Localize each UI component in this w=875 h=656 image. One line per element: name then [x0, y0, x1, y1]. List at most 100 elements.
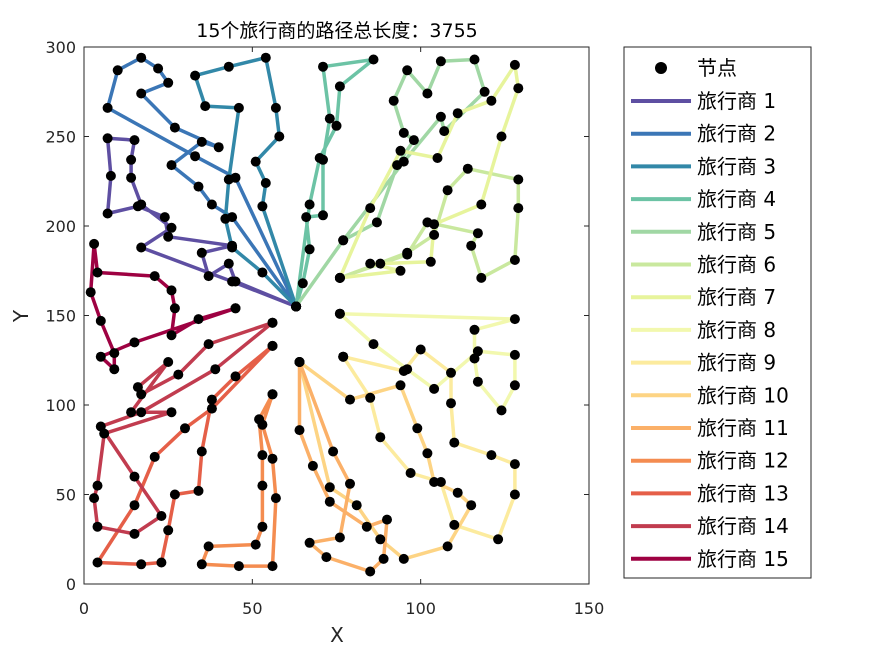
y-tick-label: 250: [45, 128, 76, 147]
node-point: [304, 199, 315, 210]
x-tick-label: 100: [405, 599, 436, 618]
node-point: [328, 446, 339, 457]
node-point: [486, 450, 497, 461]
node-point: [304, 537, 315, 548]
node-point: [156, 511, 167, 521]
node-point: [334, 272, 345, 283]
node-point: [95, 315, 106, 326]
legend-items: 旅行商 1 旅行商 2 旅行商 3 旅行商 4 旅行商 5 旅行商 6 旅行商 7 旅行商 8…: [631, 89, 789, 571]
node-point: [136, 199, 147, 210]
node-point: [446, 398, 456, 409]
legend-label-12: 旅行商 12: [697, 449, 789, 473]
node-point: [267, 317, 278, 328]
node-point: [95, 351, 106, 362]
node-point: [442, 541, 453, 552]
node-point: [439, 126, 450, 137]
node-point: [415, 344, 426, 355]
node-point: [398, 366, 409, 376]
node-point: [206, 199, 217, 210]
route-line-5: [294, 57, 487, 309]
x-tick-label: 0: [79, 599, 89, 618]
node-point: [257, 267, 268, 278]
node-point: [166, 160, 177, 171]
node-point: [297, 278, 308, 289]
node-point: [334, 308, 345, 319]
node-point: [452, 487, 463, 498]
node-point: [398, 553, 409, 564]
node-point: [405, 468, 416, 478]
legend-label-9: 旅行商 9: [697, 351, 776, 375]
legend-label-11: 旅行商 11: [697, 416, 789, 440]
node-point: [395, 145, 406, 156]
y-tick-label: 0: [66, 575, 76, 594]
node-point: [509, 489, 520, 500]
node-point: [136, 242, 147, 253]
node-point: [395, 380, 406, 391]
legend-label-14: 旅行商 14: [697, 514, 789, 538]
node-point: [469, 54, 480, 65]
y-axis-label: Y: [9, 309, 33, 323]
node-point: [368, 54, 379, 65]
node-point: [449, 519, 460, 530]
node-point: [375, 258, 386, 269]
node-point: [206, 403, 217, 414]
node-point: [476, 199, 487, 210]
node-point: [109, 364, 120, 375]
node-point: [257, 419, 268, 430]
node-point: [136, 88, 147, 99]
node-point: [294, 357, 305, 367]
node-point: [452, 108, 463, 119]
node-point: [223, 258, 234, 269]
node-point: [163, 77, 174, 88]
node-point: [365, 203, 376, 214]
node-point: [496, 131, 507, 142]
node-point: [270, 102, 281, 113]
node-point: [318, 61, 328, 72]
node-point: [163, 525, 174, 536]
node-point: [466, 500, 477, 511]
node-point: [159, 212, 170, 223]
node-point: [89, 238, 100, 249]
node-point: [324, 482, 335, 493]
y-tick-label: 300: [45, 38, 76, 57]
node-point: [496, 405, 507, 416]
node-point: [105, 170, 116, 181]
node-point: [223, 174, 234, 185]
route-line-10: [297, 360, 473, 561]
node-point: [126, 407, 137, 418]
node-point: [267, 340, 278, 351]
node-point: [314, 153, 325, 163]
node-point: [361, 521, 372, 532]
node-point: [412, 423, 423, 434]
node-point: [398, 156, 409, 167]
x-axis: 0 50 100 150: [79, 47, 604, 618]
node-point: [345, 478, 355, 489]
node-point: [95, 421, 106, 432]
legend-label-4: 旅行商 4: [697, 187, 776, 211]
node-point: [476, 272, 487, 283]
legend-label-13: 旅行商 13: [697, 481, 789, 505]
node-point: [166, 285, 177, 296]
node-point: [250, 539, 261, 550]
node-point: [213, 142, 224, 153]
node-point: [102, 133, 113, 144]
node-point: [375, 432, 386, 443]
node-point: [442, 185, 453, 196]
legend-nodes-label: 节点: [697, 56, 737, 80]
node-point: [193, 314, 204, 325]
node-point: [230, 371, 241, 382]
node-point: [301, 212, 312, 223]
node-point: [422, 88, 433, 99]
node-point: [126, 172, 137, 183]
node-point: [509, 314, 520, 325]
node-point: [371, 217, 382, 228]
node-point: [132, 382, 143, 393]
node-point: [513, 83, 524, 94]
node-point: [429, 477, 440, 487]
legend-label-5: 旅行商 5: [697, 220, 776, 244]
legend-label-7: 旅行商 7: [697, 285, 776, 309]
node-point: [129, 135, 140, 146]
chart-title: 15个旅行商的路径总长度：3755: [196, 20, 478, 42]
